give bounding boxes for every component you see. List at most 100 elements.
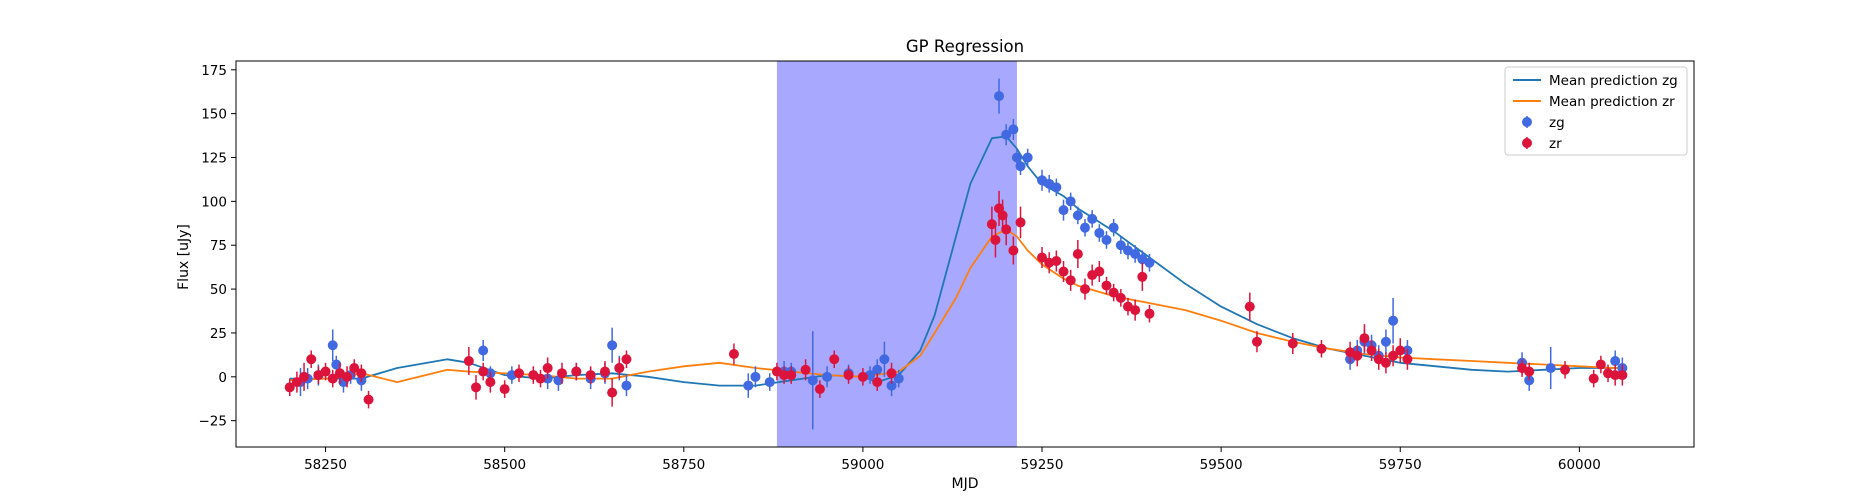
data-point-zr bbox=[1395, 345, 1406, 356]
series-zr bbox=[284, 190, 1628, 409]
data-point-zg bbox=[1015, 161, 1026, 172]
data-point-zr bbox=[1051, 256, 1062, 267]
data-point-zr bbox=[621, 354, 632, 365]
data-point-zg bbox=[1072, 210, 1083, 221]
data-point-zr bbox=[997, 210, 1008, 221]
data-point-zr bbox=[1524, 366, 1535, 377]
data-point-zr bbox=[363, 394, 374, 405]
data-point-zr bbox=[342, 371, 353, 382]
legend-point-swatch bbox=[1522, 138, 1532, 148]
y-axis-label: Flux [uJy] bbox=[176, 224, 192, 290]
x-tick-label: 59000 bbox=[841, 457, 884, 473]
data-point-zr bbox=[872, 377, 883, 388]
x-axis-label: MJD bbox=[952, 476, 979, 492]
data-point-zr bbox=[585, 370, 596, 381]
data-point-zr bbox=[599, 366, 610, 377]
data-point-zr bbox=[542, 363, 553, 374]
data-point-zg bbox=[743, 380, 754, 391]
data-point-zr bbox=[1058, 266, 1069, 277]
data-point-zr bbox=[1115, 292, 1126, 303]
legend-label: zr bbox=[1549, 136, 1562, 152]
data-point-zg bbox=[1058, 205, 1069, 216]
data-point-zg bbox=[1101, 234, 1112, 245]
chart-title: GP Regression bbox=[906, 37, 1024, 56]
data-point-zr bbox=[571, 366, 582, 377]
data-point-zr bbox=[1080, 284, 1091, 295]
data-point-zr bbox=[485, 377, 496, 388]
data-point-zg bbox=[1388, 315, 1399, 326]
data-point-zr bbox=[1380, 357, 1391, 368]
data-point-zr bbox=[1588, 373, 1599, 384]
data-point-zg bbox=[822, 371, 833, 382]
data-point-zg bbox=[893, 373, 904, 384]
data-point-zr bbox=[986, 219, 997, 230]
data-point-zr bbox=[1108, 287, 1119, 298]
data-point-zg bbox=[1094, 227, 1105, 238]
legend-box bbox=[1504, 66, 1688, 156]
legend-label: Mean prediction zg bbox=[1549, 73, 1678, 89]
data-point-zg bbox=[1087, 213, 1098, 224]
data-point-zg bbox=[994, 91, 1005, 102]
data-point-zr bbox=[1065, 275, 1076, 286]
data-point-zg bbox=[764, 377, 775, 388]
data-point-zg bbox=[327, 340, 338, 351]
plot-area: 58250 58500 58750 59000 59250 59500 59750 60000… bbox=[199, 60, 1695, 473]
data-point-zg bbox=[1065, 196, 1076, 207]
data-point-zr bbox=[463, 356, 474, 367]
x-tick-label: 58500 bbox=[483, 457, 526, 473]
data-point-zr bbox=[1366, 345, 1377, 356]
data-point-zr bbox=[1001, 224, 1012, 235]
data-point-zr bbox=[1610, 370, 1621, 381]
data-point-zg bbox=[1130, 249, 1141, 259]
x-tick-label: 58750 bbox=[662, 457, 705, 473]
data-point-zg bbox=[872, 364, 883, 375]
data-point-zg bbox=[886, 380, 897, 391]
data-point-zr bbox=[535, 373, 546, 384]
data-point-zr bbox=[499, 384, 510, 395]
data-point-zr bbox=[284, 382, 295, 393]
legend: Mean prediction zg Mean prediction zr zg zr bbox=[1504, 66, 1688, 156]
data-point-zg bbox=[607, 340, 618, 351]
data-point-zr bbox=[1251, 336, 1262, 347]
data-point-zr bbox=[1137, 271, 1148, 282]
data-point-zg bbox=[1115, 240, 1126, 251]
data-point-zr bbox=[829, 354, 840, 365]
data-point-zg bbox=[478, 345, 489, 356]
data-point-zr bbox=[1144, 308, 1155, 319]
data-point-zr bbox=[728, 349, 739, 360]
data-point-zg bbox=[879, 354, 890, 365]
y-tick-label: 50 bbox=[210, 282, 227, 298]
data-point-zr bbox=[786, 370, 797, 381]
data-point-zr bbox=[779, 370, 790, 381]
data-point-zr bbox=[299, 371, 310, 382]
data-point-zr bbox=[1037, 252, 1048, 263]
data-point-zg bbox=[1001, 129, 1012, 140]
data-point-zr bbox=[1287, 338, 1298, 349]
x-tick-label: 59750 bbox=[1379, 457, 1422, 473]
data-point-zg bbox=[1380, 336, 1391, 347]
y-tick-label: 175 bbox=[201, 63, 227, 79]
legend-item-zr-line: Mean prediction zr bbox=[1513, 94, 1675, 110]
data-point-zg bbox=[1108, 222, 1119, 233]
y-tick-label: 0 bbox=[218, 370, 227, 386]
data-point-zr bbox=[327, 373, 338, 384]
data-point-zr bbox=[814, 384, 825, 395]
y-tick-label: 125 bbox=[201, 151, 227, 167]
data-point-zr bbox=[1072, 249, 1083, 259]
data-point-zr bbox=[990, 234, 1001, 245]
data-point-zr bbox=[843, 370, 854, 381]
data-point-zg bbox=[1022, 152, 1033, 163]
legend-label: Mean prediction zr bbox=[1549, 94, 1675, 110]
legend-point-swatch bbox=[1522, 117, 1532, 127]
data-point-zr bbox=[291, 377, 302, 388]
plot-contents bbox=[284, 61, 1628, 447]
y-tick-label: 75 bbox=[210, 238, 227, 254]
x-tick-label: 59500 bbox=[1200, 457, 1243, 473]
data-point-zr bbox=[471, 382, 482, 393]
data-point-zg bbox=[1051, 182, 1062, 193]
data-point-zr bbox=[1316, 343, 1327, 354]
data-point-zr bbox=[356, 368, 367, 379]
data-point-zr bbox=[1595, 359, 1606, 370]
y-tick-label: 25 bbox=[210, 326, 227, 342]
data-point-zr bbox=[514, 368, 525, 379]
